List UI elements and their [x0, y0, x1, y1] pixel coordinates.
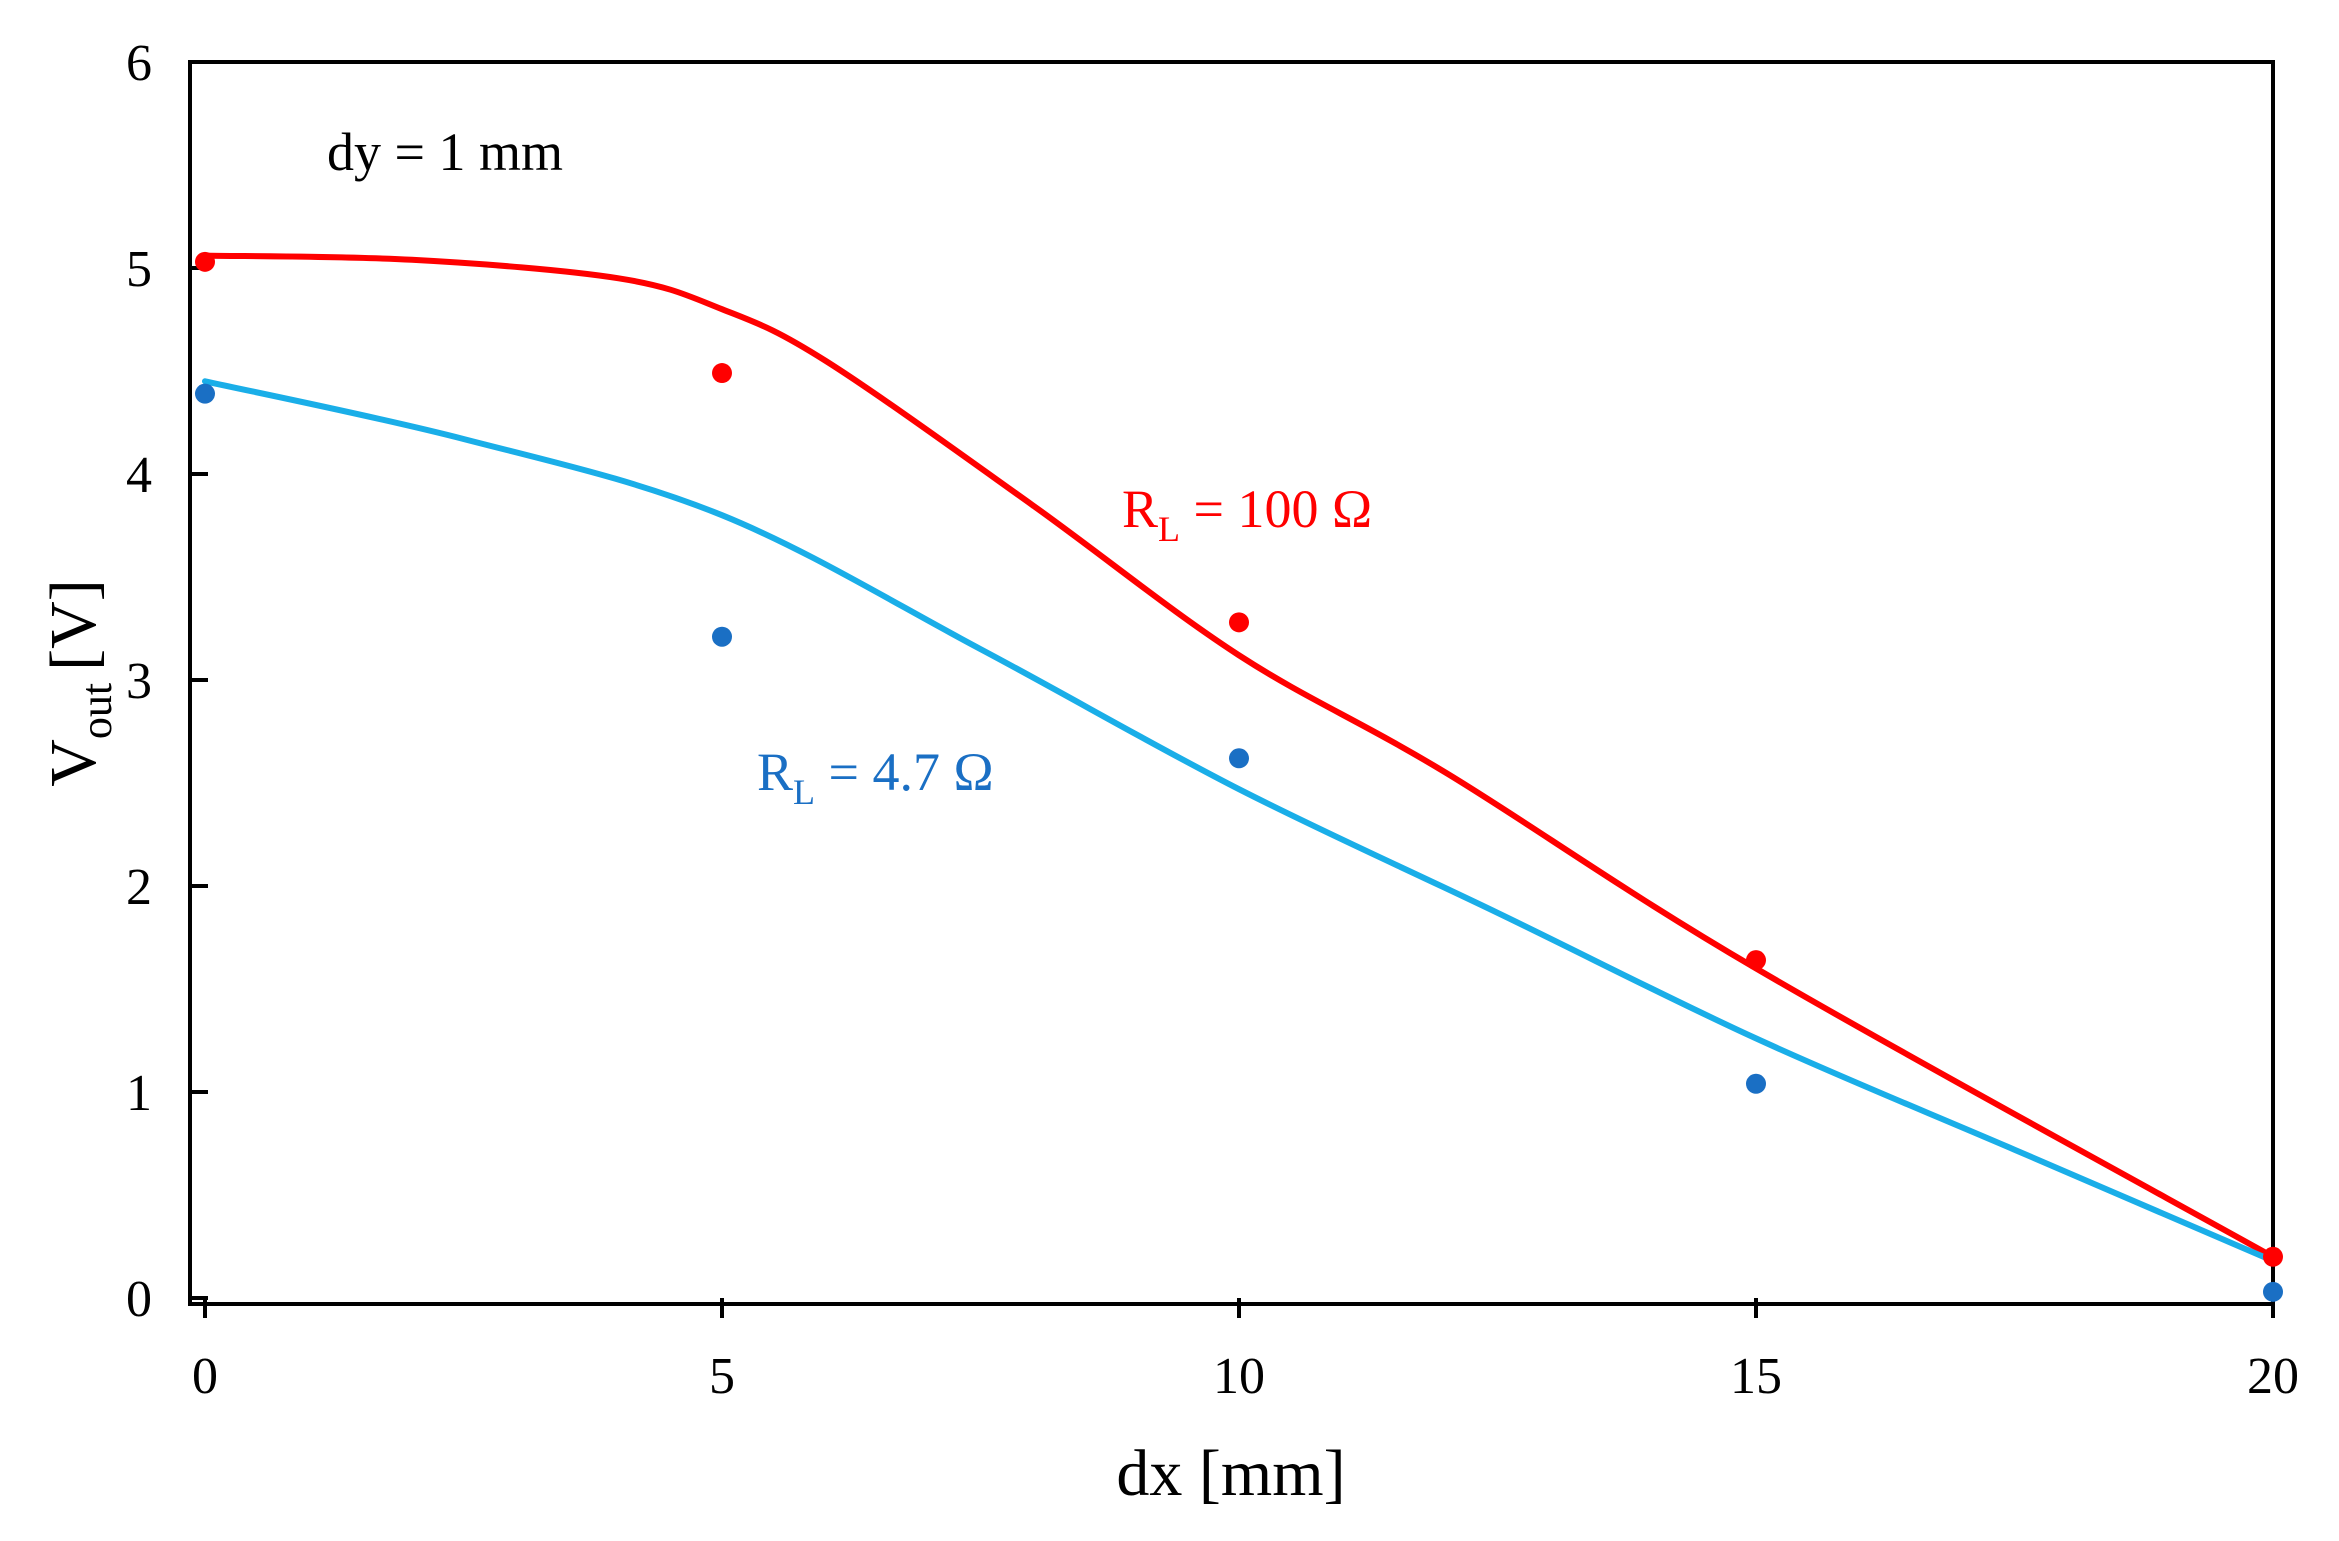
- y-axis-title: Vout [V]: [37, 579, 121, 787]
- series-label-4-7-ohm-rest: = 4.7 Ω: [815, 742, 994, 802]
- series-label-100-ohm-sub: L: [1158, 509, 1180, 549]
- data-point-series-0: [1229, 612, 1249, 633]
- y-axis-title-main: V: [37, 739, 110, 787]
- data-point-series-0: [712, 363, 732, 384]
- x-tick-label: 15: [1730, 1348, 1782, 1405]
- y-tick-label: 5: [126, 241, 152, 298]
- x-tick-label: 10: [1213, 1348, 1265, 1405]
- y-tick-label: 1: [126, 1065, 152, 1122]
- data-point-series-0: [2263, 1246, 2283, 1267]
- x-axis-title: dx [mm]: [1116, 1437, 1345, 1510]
- series-label-100-ohm-main: R: [1122, 479, 1158, 539]
- data-point-series-1: [1746, 1073, 1766, 1094]
- y-tick-label: 3: [126, 653, 152, 710]
- series-label-4-7-ohm-main: R: [757, 742, 793, 802]
- y-axis-title-sub: out: [72, 683, 121, 739]
- y-tick-label: 2: [126, 859, 152, 916]
- x-tick-label: 20: [2247, 1348, 2299, 1405]
- data-markers: [195, 251, 2283, 1302]
- y-tick-label: 0: [126, 1271, 152, 1328]
- series-label-100-ohm: RL = 100 Ω: [1122, 479, 1372, 549]
- annotation-dy: dy = 1 mm: [327, 122, 563, 182]
- data-point-series-1: [712, 626, 732, 647]
- data-point-series-1: [2263, 1281, 2283, 1302]
- x-tick-label: 0: [192, 1348, 218, 1405]
- data-point-series-1: [1229, 748, 1249, 769]
- y-tick-label: 4: [126, 447, 152, 504]
- y-axis-title-unit: [V]: [37, 579, 110, 671]
- y-tick-label: 6: [126, 35, 152, 92]
- series-label-100-ohm-rest: = 100 Ω: [1180, 479, 1372, 539]
- plot-frame: [188, 60, 2275, 1306]
- data-point-series-1: [195, 383, 215, 404]
- series-label-4-7-ohm: RL = 4.7 Ω: [757, 742, 994, 812]
- series-label-4-7-ohm-sub: L: [793, 772, 815, 812]
- fit-line-series-1: [202, 378, 2276, 1264]
- data-point-series-0: [1746, 950, 1766, 971]
- axis-ticks: 0 5 10 15 20 0 1 2 3 4 5 6: [126, 35, 2299, 1405]
- x-tick-label: 5: [709, 1348, 735, 1405]
- data-point-series-0: [195, 251, 215, 272]
